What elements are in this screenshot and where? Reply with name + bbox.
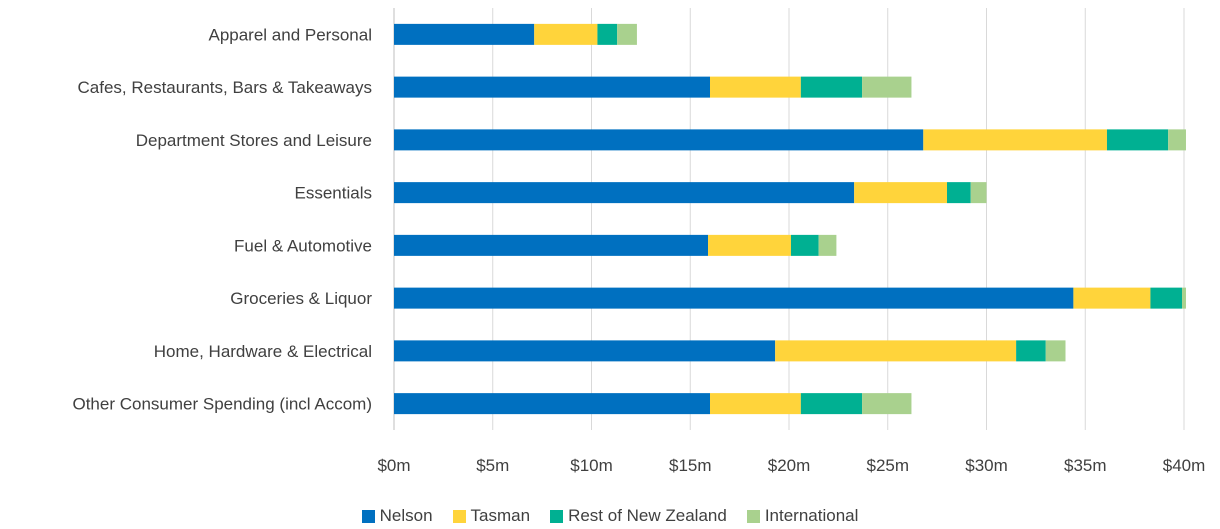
category-label: Other Consumer Spending (incl Accom) [72,395,372,414]
bar-segment-nelson [394,182,855,204]
x-tick-label: $35m [1064,456,1107,475]
legend-swatch [452,509,466,523]
bar-segment-international [1168,129,1186,151]
bar-segment-tasman [1073,287,1151,309]
bar-segment-rest-of-new-zealand [1016,340,1046,362]
category-label: Essentials [295,184,372,203]
bar-segment-nelson [394,23,535,45]
bar-segment-rest-of-new-zealand [947,182,971,204]
legend-label: International [764,506,859,525]
category-label: Department Stores and Leisure [136,131,372,150]
bar-segment-international [818,234,837,256]
x-tick-label: $0m [377,456,410,475]
bar-segment-tasman [854,182,947,204]
bar-segment-international [1045,340,1066,362]
legend-label: Nelson [379,506,433,525]
bar-segment-international [862,76,912,98]
category-label: Home, Hardware & Electrical [154,342,372,361]
x-tick-label: $15m [669,456,712,475]
bar-segment-rest-of-new-zealand [597,23,618,45]
bar-segment-international [970,182,987,204]
x-tick-label: $20m [768,456,811,475]
bar-segment-international [617,23,637,45]
x-tick-label: $40m [1163,456,1206,475]
bar-segment-nelson [394,287,1074,309]
legend-item: International [746,506,859,526]
x-tick-label: $5m [476,456,509,475]
bar-segment-nelson [394,340,776,362]
bar-segment-tasman [923,129,1107,151]
bar-segment-tasman [710,393,801,415]
x-tick-label: $30m [965,456,1008,475]
category-label: Cafes, Restaurants, Bars & Takeaways [78,78,373,97]
bar-segment-rest-of-new-zealand [790,234,819,256]
bar-segment-international [1182,287,1186,309]
legend-label: Rest of New Zealand [568,506,727,525]
bar-segment-tasman [710,76,801,98]
legend-swatch [550,509,564,523]
legend-item: Tasman [452,506,531,526]
bar-segment-nelson [394,393,710,415]
category-label: Apparel and Personal [208,25,372,44]
x-tick-label: $25m [866,456,909,475]
bar-segment-nelson [394,76,710,98]
bar-segment-tasman [708,234,791,256]
legend-item: Nelson [361,506,433,526]
bar-segment-tasman [775,340,1017,362]
stacked-bar-chart: $0m $5m $10m $15m $20m $25m $30m $35m $40m Appare… [72,8,1206,475]
bar-segment-nelson [394,129,924,151]
bar-segment-international [862,393,912,415]
legend-swatch [361,509,375,523]
category-label: Groceries & Liquor [230,289,372,308]
legend-swatch [746,509,760,523]
bar-segment-rest-of-new-zealand [800,76,863,98]
category-label: Fuel & Automotive [234,236,372,255]
bar-segment-rest-of-new-zealand [1106,129,1169,151]
bar-segment-rest-of-new-zealand [1150,287,1183,309]
bar-segment-tasman [534,23,598,45]
chart-legend: Nelson Tasman Rest of New Zealand Internati… [0,506,1220,526]
x-tick-label: $10m [570,456,613,475]
legend-label: Tasman [470,506,531,525]
legend-item: Rest of New Zealand [550,506,727,526]
bar-segment-nelson [394,234,709,256]
bar-segment-rest-of-new-zealand [800,393,863,415]
